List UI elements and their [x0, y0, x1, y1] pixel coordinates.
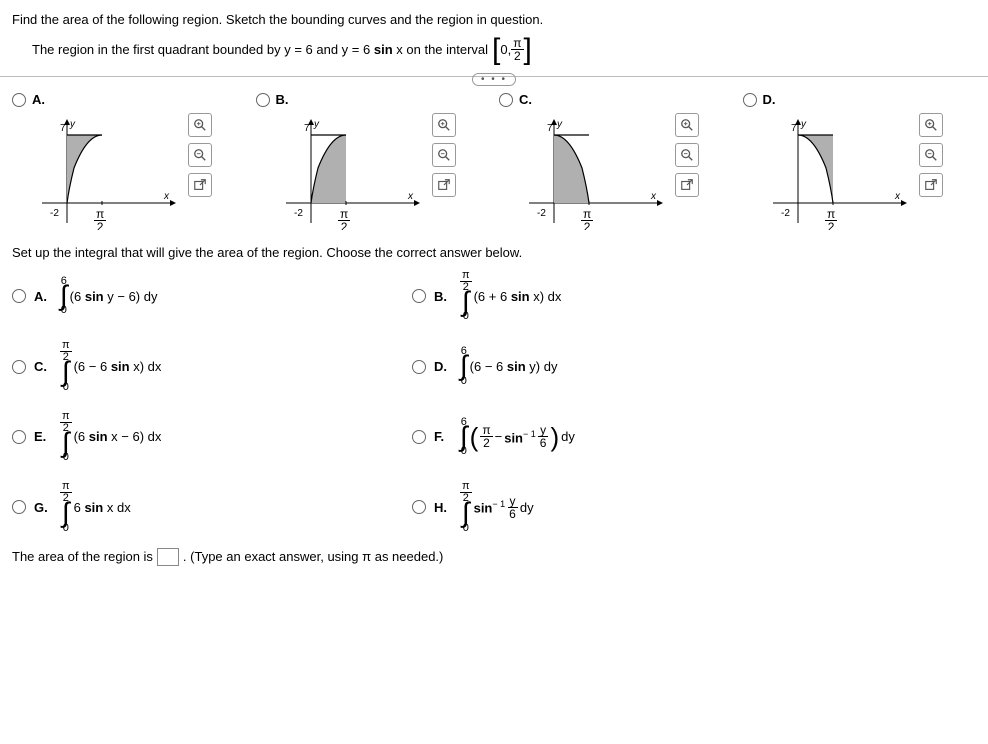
radio-ans-g[interactable] [12, 500, 26, 514]
svg-text:x: x [650, 191, 657, 202]
radio-graph-b[interactable] [256, 93, 270, 107]
question-prompt-2: The region in the first quadrant bounded… [32, 37, 976, 62]
svg-text:y: y [556, 119, 563, 130]
answer-b: B. π2∫0 (6 + 6 sin x) dx [412, 270, 792, 322]
zoom-out-icon[interactable] [919, 143, 943, 167]
opt-label-a: A. [32, 92, 45, 107]
opt-label-b: B. [276, 92, 289, 107]
popout-icon[interactable] [432, 173, 456, 197]
graph-c: 7-2 yx π2 [519, 113, 669, 233]
svg-text:x: x [407, 191, 414, 202]
radio-graph-d[interactable] [743, 93, 757, 107]
opt-label-c: C. [519, 92, 532, 107]
radio-ans-a[interactable] [12, 289, 26, 303]
answer-e: E. π2∫0 (6 sin x − 6) dx [12, 411, 392, 463]
opt-label-d: D. [763, 92, 776, 107]
svg-text:x: x [894, 191, 901, 202]
radio-graph-c[interactable] [499, 93, 513, 107]
graph-b: 7-2 yx π2 [276, 113, 426, 233]
graph-option-a: A. 7 -2 yx π2 [12, 92, 246, 233]
radio-ans-b[interactable] [412, 289, 426, 303]
prompt-text: The region in the first quadrant bounded… [32, 42, 488, 57]
svg-text:7: 7 [304, 123, 310, 134]
radio-ans-h[interactable] [412, 500, 426, 514]
radio-graph-a[interactable] [12, 93, 26, 107]
graph-option-c: C. 7-2 yx π2 [499, 92, 733, 233]
answer-a: A. 6∫0 (6 sin y − 6) dy [12, 270, 392, 322]
radio-ans-c[interactable] [12, 360, 26, 374]
zoom-out-icon[interactable] [675, 143, 699, 167]
graph-options-row: A. 7 -2 yx π2 [12, 92, 976, 233]
radio-ans-f[interactable] [412, 430, 426, 444]
answer-c: C. π2∫0 (6 − 6 sin x) dx [12, 340, 392, 392]
svg-text:y: y [313, 119, 320, 130]
popout-icon[interactable] [188, 173, 212, 197]
answer-f: F. 6∫0 ( π2 − sin− 1 y6 ) dy [412, 411, 792, 463]
popout-icon[interactable] [919, 173, 943, 197]
zoom-in-icon[interactable] [188, 113, 212, 137]
svg-text:7: 7 [791, 123, 797, 134]
svg-text:x: x [163, 191, 170, 202]
question-prompt-1: Find the area of the following region. S… [12, 12, 976, 27]
integral-answer-grid: A. 6∫0 (6 sin y − 6) dy B. π2∫0 (6 + 6 s… [12, 270, 792, 534]
interval-bracket: [ 0, π2 ] [492, 37, 532, 62]
svg-text:y: y [800, 119, 807, 130]
svg-text:-2: -2 [50, 208, 59, 219]
answer-g: G. π2∫0 6 sin x dx [12, 481, 392, 533]
integral-instruction: Set up the integral that will give the a… [12, 245, 976, 260]
svg-text:7: 7 [60, 123, 66, 134]
zoom-in-icon[interactable] [675, 113, 699, 137]
zoom-in-icon[interactable] [919, 113, 943, 137]
graph-a: 7 -2 yx π2 [32, 113, 182, 233]
svg-text:-2: -2 [781, 208, 790, 219]
svg-text:7: 7 [547, 123, 553, 134]
svg-text:y: y [69, 119, 76, 130]
radio-ans-e[interactable] [12, 430, 26, 444]
final-answer-line: The area of the region is . (Type an exa… [12, 548, 976, 566]
svg-text:-2: -2 [537, 208, 546, 219]
answer-d: D. 6∫0 (6 − 6 sin y) dy [412, 340, 792, 392]
zoom-in-icon[interactable] [432, 113, 456, 137]
answer-h: H. π2∫0 sin− 1 y6 dy [412, 481, 792, 533]
zoom-out-icon[interactable] [188, 143, 212, 167]
ellipsis-pill[interactable]: • • • [472, 73, 516, 86]
popout-icon[interactable] [675, 173, 699, 197]
area-input[interactable] [157, 548, 179, 566]
graph-d: 7-2 yx π2 [763, 113, 913, 233]
graph-option-b: B. 7-2 yx π2 [256, 92, 490, 233]
graph-option-d: D. 7-2 yx π2 [743, 92, 977, 233]
radio-ans-d[interactable] [412, 360, 426, 374]
svg-text:-2: -2 [294, 208, 303, 219]
zoom-out-icon[interactable] [432, 143, 456, 167]
